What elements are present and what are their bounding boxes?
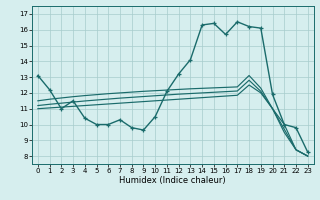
X-axis label: Humidex (Indice chaleur): Humidex (Indice chaleur) <box>119 176 226 185</box>
